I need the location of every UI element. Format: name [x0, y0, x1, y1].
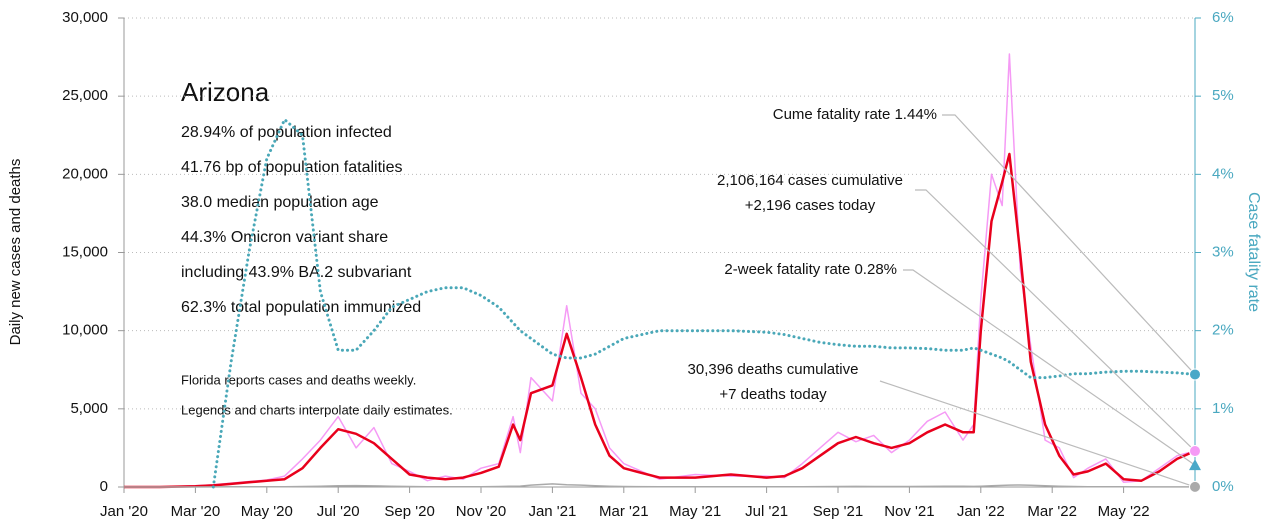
- info-line: 44.3% Omicron variant share: [181, 229, 388, 246]
- x-tick-label: May '21: [669, 503, 721, 520]
- annotation-marker: [1189, 445, 1201, 458]
- annotation-marker: [1189, 368, 1201, 381]
- x-tick-label: Sep '20: [384, 503, 434, 520]
- x-tick-label: May '20: [241, 503, 293, 520]
- annotation-text: 30,396 deaths cumulative: [688, 361, 859, 378]
- info-line: 28.94% of population infected: [181, 124, 392, 141]
- y-tick-label: 0: [100, 478, 108, 495]
- leader-line: [942, 114, 1196, 375]
- y2-tick-label: 1%: [1212, 400, 1234, 417]
- series-line: [124, 152, 1196, 489]
- y2-axis-label: Case fatality rate: [1245, 192, 1262, 312]
- y-tick-label: 25,000: [62, 87, 108, 104]
- x-tick-label: Jan '21: [528, 503, 576, 520]
- x-tick-label: Nov '20: [456, 503, 506, 520]
- annotation-text: +7 deaths today: [719, 386, 827, 403]
- annotation-text: 2,106,164 cases cumulative: [717, 172, 903, 189]
- annotation-text: +2,196 cases today: [745, 197, 876, 214]
- series-line: [124, 53, 1196, 488]
- x-tick-label: Jul '20: [317, 503, 360, 520]
- x-tick-label: Jan '20: [100, 503, 148, 520]
- y2-tick-label: 6%: [1212, 9, 1234, 26]
- y-tick-label: 10,000: [62, 322, 108, 339]
- annotation-marker: [1189, 459, 1201, 471]
- info-line: 41.76 bp of population fatalities: [181, 159, 403, 176]
- x-tick-label: Nov '21: [884, 503, 934, 520]
- x-tick-label: Jan '22: [957, 503, 1005, 520]
- y-tick-label: 20,000: [62, 165, 108, 182]
- info-line: 62.3% total population immunized: [181, 299, 421, 316]
- annotation-marker: [1189, 480, 1201, 493]
- note-line: Legends and charts interpolate daily est…: [181, 402, 453, 417]
- note-line: Florida reports cases and deaths weekly.: [181, 372, 416, 387]
- info-line: 38.0 median population age: [181, 194, 379, 211]
- x-tick-label: Mar '20: [171, 503, 221, 520]
- y-tick-label: 5,000: [70, 400, 108, 417]
- x-tick-label: Jul '21: [745, 503, 788, 520]
- y2-tick-label: 4%: [1212, 165, 1234, 182]
- x-tick-label: Mar '22: [1027, 503, 1077, 520]
- annotation-text: 2-week fatality rate 0.28%: [724, 261, 897, 278]
- series-line: [124, 483, 1195, 488]
- y2-tick-label: 0%: [1212, 478, 1234, 495]
- y2-tick-label: 3%: [1212, 243, 1234, 260]
- leader-line: [903, 269, 1196, 466]
- x-tick-label: Sep '21: [813, 503, 863, 520]
- x-tick-label: May '22: [1098, 503, 1150, 520]
- info-line: including 43.9% BA.2 subvariant: [181, 264, 412, 281]
- y2-tick-label: 5%: [1212, 87, 1234, 104]
- x-tick-label: Mar '21: [599, 503, 649, 520]
- y2-tick-label: 2%: [1212, 322, 1234, 339]
- y-tick-label: 15,000: [62, 243, 108, 260]
- annotation-text: Cume fatality rate 1.44%: [773, 106, 937, 123]
- series-line: [211, 118, 1197, 489]
- y-axis-label: Daily new cases and deaths: [7, 159, 24, 346]
- leader-line: [879, 380, 1196, 488]
- y-tick-label: 30,000: [62, 9, 108, 26]
- info-title: Arizona: [181, 77, 270, 107]
- leader-line: [915, 189, 1196, 452]
